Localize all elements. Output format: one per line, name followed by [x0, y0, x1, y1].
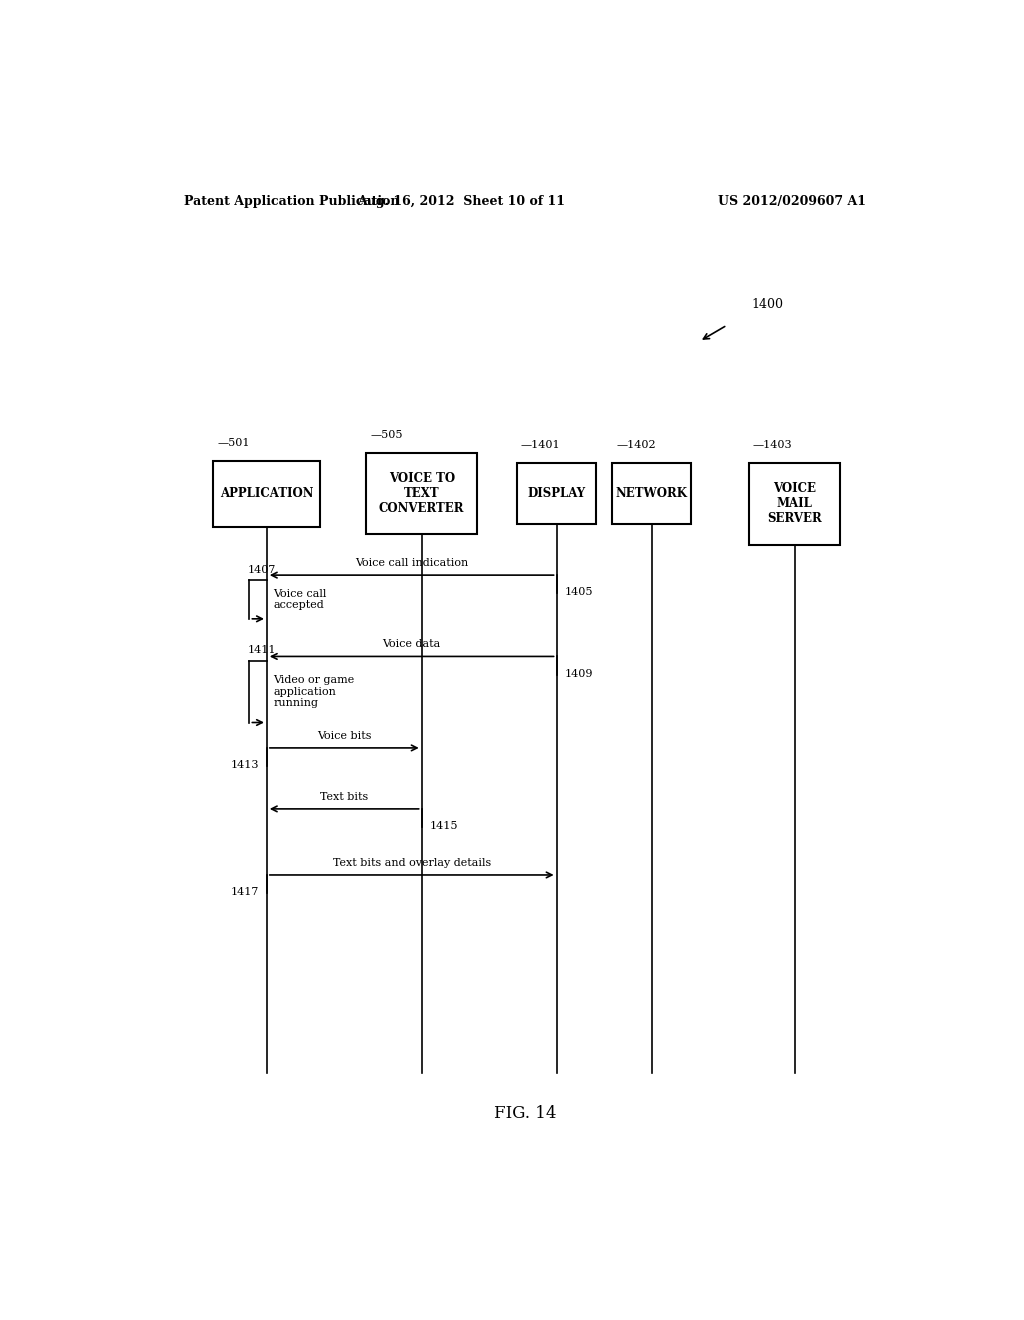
- Text: Text bits: Text bits: [321, 792, 369, 801]
- Text: 1405: 1405: [564, 587, 593, 598]
- Bar: [367, 453, 477, 535]
- Text: NETWORK: NETWORK: [615, 487, 688, 500]
- Text: —1402: —1402: [616, 440, 655, 450]
- Text: Aug. 16, 2012  Sheet 10 of 11: Aug. 16, 2012 Sheet 10 of 11: [357, 194, 565, 207]
- Bar: [213, 461, 321, 527]
- Text: —1401: —1401: [521, 440, 560, 450]
- Text: 1407: 1407: [248, 565, 276, 576]
- Text: FIG. 14: FIG. 14: [494, 1105, 556, 1122]
- Text: Text bits and overlay details: Text bits and overlay details: [333, 858, 490, 867]
- Text: 1411: 1411: [248, 645, 276, 656]
- Text: —501: —501: [217, 437, 250, 447]
- Text: VOICE TO
TEXT
CONVERTER: VOICE TO TEXT CONVERTER: [379, 473, 464, 515]
- Text: Voice data: Voice data: [383, 639, 441, 649]
- Text: Voice bits: Voice bits: [317, 731, 372, 741]
- Text: VOICE
MAIL
SERVER: VOICE MAIL SERVER: [767, 483, 822, 525]
- Text: 1415: 1415: [430, 821, 458, 832]
- Text: 1417: 1417: [230, 887, 259, 898]
- Text: Video or game
application
running: Video or game application running: [273, 675, 354, 708]
- Text: 1409: 1409: [564, 669, 593, 678]
- Bar: [517, 463, 596, 524]
- Text: 1413: 1413: [230, 760, 259, 770]
- Bar: [749, 463, 841, 545]
- Text: 1400: 1400: [751, 298, 783, 312]
- Text: Voice call indication: Voice call indication: [355, 558, 468, 568]
- Text: APPLICATION: APPLICATION: [220, 487, 313, 500]
- Text: Patent Application Publication: Patent Application Publication: [183, 194, 399, 207]
- Text: —505: —505: [370, 430, 402, 440]
- Text: —1403: —1403: [753, 440, 793, 450]
- Text: US 2012/0209607 A1: US 2012/0209607 A1: [718, 194, 866, 207]
- Text: Voice call
accepted: Voice call accepted: [273, 589, 327, 610]
- Text: DISPLAY: DISPLAY: [527, 487, 586, 500]
- Bar: [612, 463, 691, 524]
